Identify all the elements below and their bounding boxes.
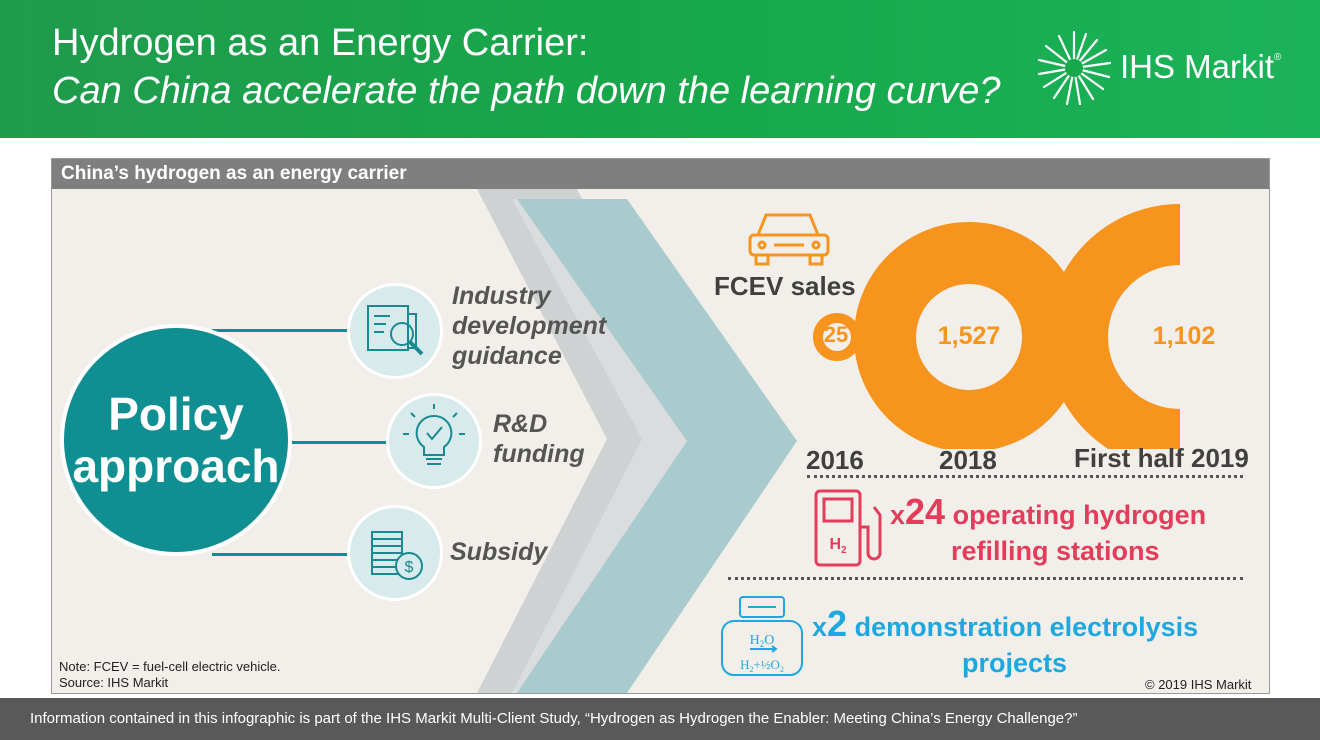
item-2-line-1: R&D (493, 410, 548, 438)
divider-2 (728, 577, 1243, 580)
policy-approach-circle: Policy approach (60, 324, 292, 556)
svg-text:H2O: H2O (750, 633, 775, 649)
stations-multiplier: 24 (905, 491, 946, 532)
approach-label: approach (72, 440, 280, 492)
connector-line-2 (290, 441, 410, 444)
value-2019-h1: 1,102 (1152, 322, 1216, 350)
footnote: Note: FCEV = fuel-cell electric vehicle.… (59, 659, 280, 691)
item-industry-guidance: Industry development guidance (452, 281, 606, 371)
registered-mark: ® (1274, 52, 1282, 63)
value-2018: 1,527 (937, 322, 1001, 350)
value-2016: 25 (823, 322, 849, 347)
item-3-line-1: Subsidy (450, 538, 548, 566)
copyright: © 2019 IHS Markit (1145, 677, 1252, 692)
divider-1 (807, 475, 1243, 478)
chevron-arrows (477, 189, 797, 693)
source-text: Source: IHS Markit (59, 675, 169, 690)
item-1-line-1: Industry (452, 282, 551, 310)
ihs-markit-logo: IHS Markit® (1034, 28, 1314, 108)
stations-line-1: x24 operating hydrogen (890, 491, 1206, 533)
policy-label: Policy (108, 388, 244, 440)
footer-bar: Information contained in this infographi… (0, 698, 1320, 740)
item-1-line-3: guidance (452, 342, 562, 370)
stations-prefix: x (890, 500, 906, 530)
svg-text:H2+½O2: H2+½O2 (740, 657, 784, 674)
connector-line-3 (212, 553, 372, 556)
lightbulb-check-icon (386, 393, 482, 489)
svg-text:$: $ (405, 559, 414, 576)
logo-name: IHS Markit (1120, 48, 1275, 85)
electrolysis-line-2: projects (962, 648, 1068, 678)
fcev-sales-donuts (813, 204, 1180, 449)
infographic-panel: China’s hydrogen as an energy carrier Po… (51, 158, 1270, 694)
note-text: Note: FCEV = fuel-cell electric vehicle. (59, 659, 281, 674)
h2o-label: H (750, 633, 760, 648)
coins-dollar-icon: $ (347, 505, 443, 601)
panel-title: China’s hydrogen as an energy carrier (61, 163, 407, 184)
connector-line-1 (212, 329, 372, 332)
header-banner: Hydrogen as an Energy Carrier: Can China… (0, 0, 1320, 138)
h2-label: H (829, 536, 841, 553)
logo-text: IHS Markit® (1120, 48, 1281, 86)
year-2018: 2018 (939, 445, 997, 475)
stations-line-2: refilling stations (951, 536, 1160, 566)
electrolysis-multiplier: 2 (827, 603, 848, 644)
item-2-line-2: funding (493, 440, 585, 468)
svg-text:H2: H2 (829, 536, 847, 556)
item-rd-funding: R&D funding (493, 409, 585, 469)
starburst-logo-icon (1037, 30, 1112, 106)
donut-2019-h1 (1047, 204, 1180, 449)
page-title: Hydrogen as an Energy Carrier: (52, 22, 589, 64)
electrolyzer-icon: H2O H2+½O2 (721, 596, 803, 676)
page-subtitle: Can China accelerate the path down the l… (52, 70, 1001, 112)
item-1-line-2: development (452, 312, 607, 340)
fcev-sales-label: FCEV sales (714, 271, 856, 301)
electrolysis-line-1: x2 demonstration electrolysis (812, 603, 1198, 645)
electrolysis-prefix: x (812, 612, 828, 642)
year-2019-h1: First half 2019 (1074, 443, 1249, 473)
stations-text-1: operating hydrogen (952, 500, 1207, 530)
year-2016: 2016 (806, 445, 864, 475)
h2-half-o2-label: H (740, 657, 749, 672)
footer-text: Information contained in this infographi… (30, 710, 1078, 727)
item-subsidy: Subsidy (450, 537, 547, 567)
car-icon (748, 213, 830, 266)
electrolysis-text-1: demonstration electrolysis (854, 612, 1199, 642)
document-magnifier-icon (347, 283, 443, 379)
panel-header: China’s hydrogen as an energy carrier (52, 159, 1269, 189)
hydrogen-pump-icon: H2 (814, 489, 882, 567)
